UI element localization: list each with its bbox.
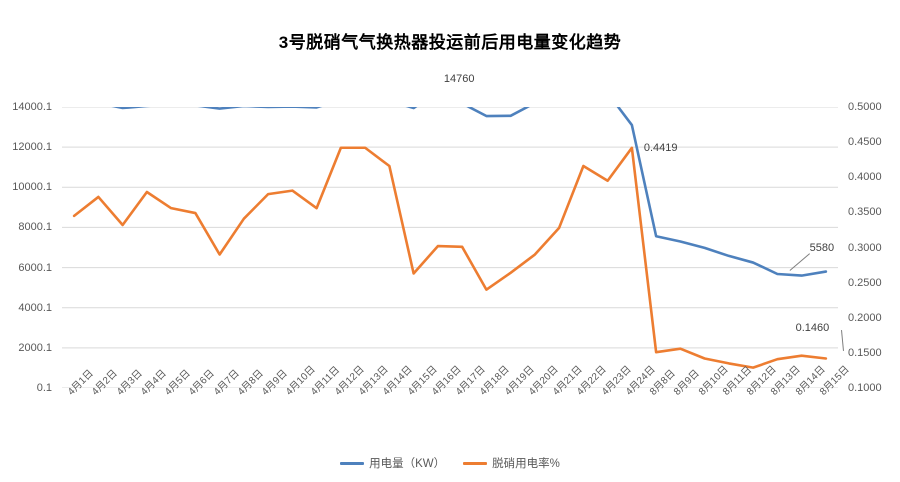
y-axis-right-tick: 0.3500 [848, 206, 882, 219]
legend-label: 用电量（KW） [369, 458, 446, 470]
y-axis-left-tick: 14000.1 [12, 101, 52, 113]
data-point-label: 0.4419 [643, 141, 678, 154]
y-axis-left-tick: 0.1 [36, 382, 52, 394]
y-axis-left-tick: 12000.1 [12, 141, 52, 154]
x-axis-labels: 4月1日 4月2日 4月3日 4月4日 4月5日 4月6日 4月7日 4月8日 4月9日 4月10… [62, 364, 851, 450]
y-axis-right-tick: 0.5000 [848, 101, 882, 113]
y-axis-right-tick: 0.4000 [848, 171, 882, 184]
y-axis-right-tick: 0.1500 [848, 346, 882, 359]
y-axis-right-tick: 0.2500 [848, 276, 882, 289]
legend-label: 脱硝用电率% [492, 458, 560, 470]
y-axis-left-tick: 6000.1 [18, 261, 52, 274]
plot-area [62, 107, 838, 388]
legend-color-swatch [340, 461, 365, 465]
data-point-label: 0.1460 [795, 321, 830, 334]
y-axis-right-tick: 0.2000 [848, 311, 882, 324]
y-axis-left-tick: 4000.1 [18, 301, 52, 314]
data-label-leader-line [840, 329, 844, 351]
data-point-label: 5580 [809, 242, 835, 254]
y-axis-right-tick: 0.4500 [848, 136, 882, 149]
chart-title: 3号脱硝气气换热器投运前后用电量变化趋势 [278, 33, 622, 52]
chart-legend: 用电量（KW） 脱硝用电率% [0, 455, 900, 471]
series-line [72, 146, 828, 369]
y-axis-left-tick: 10000.1 [12, 181, 52, 194]
legend-item[interactable]: 用电量（KW） [340, 455, 445, 471]
chart-plot-svg [62, 107, 838, 388]
y-axis-right-tick: 0.1000 [848, 382, 882, 394]
series-line [111, 107, 828, 277]
legend-item[interactable]: 脱硝用电率% [463, 455, 560, 471]
y-axis-left-tick: 2000.1 [18, 341, 52, 354]
data-point-label: 14760 [443, 72, 475, 85]
y-axis-left-tick: 8000.1 [18, 221, 52, 234]
y-axis-right-tick: 0.3000 [848, 241, 882, 254]
legend-color-swatch [463, 461, 488, 465]
